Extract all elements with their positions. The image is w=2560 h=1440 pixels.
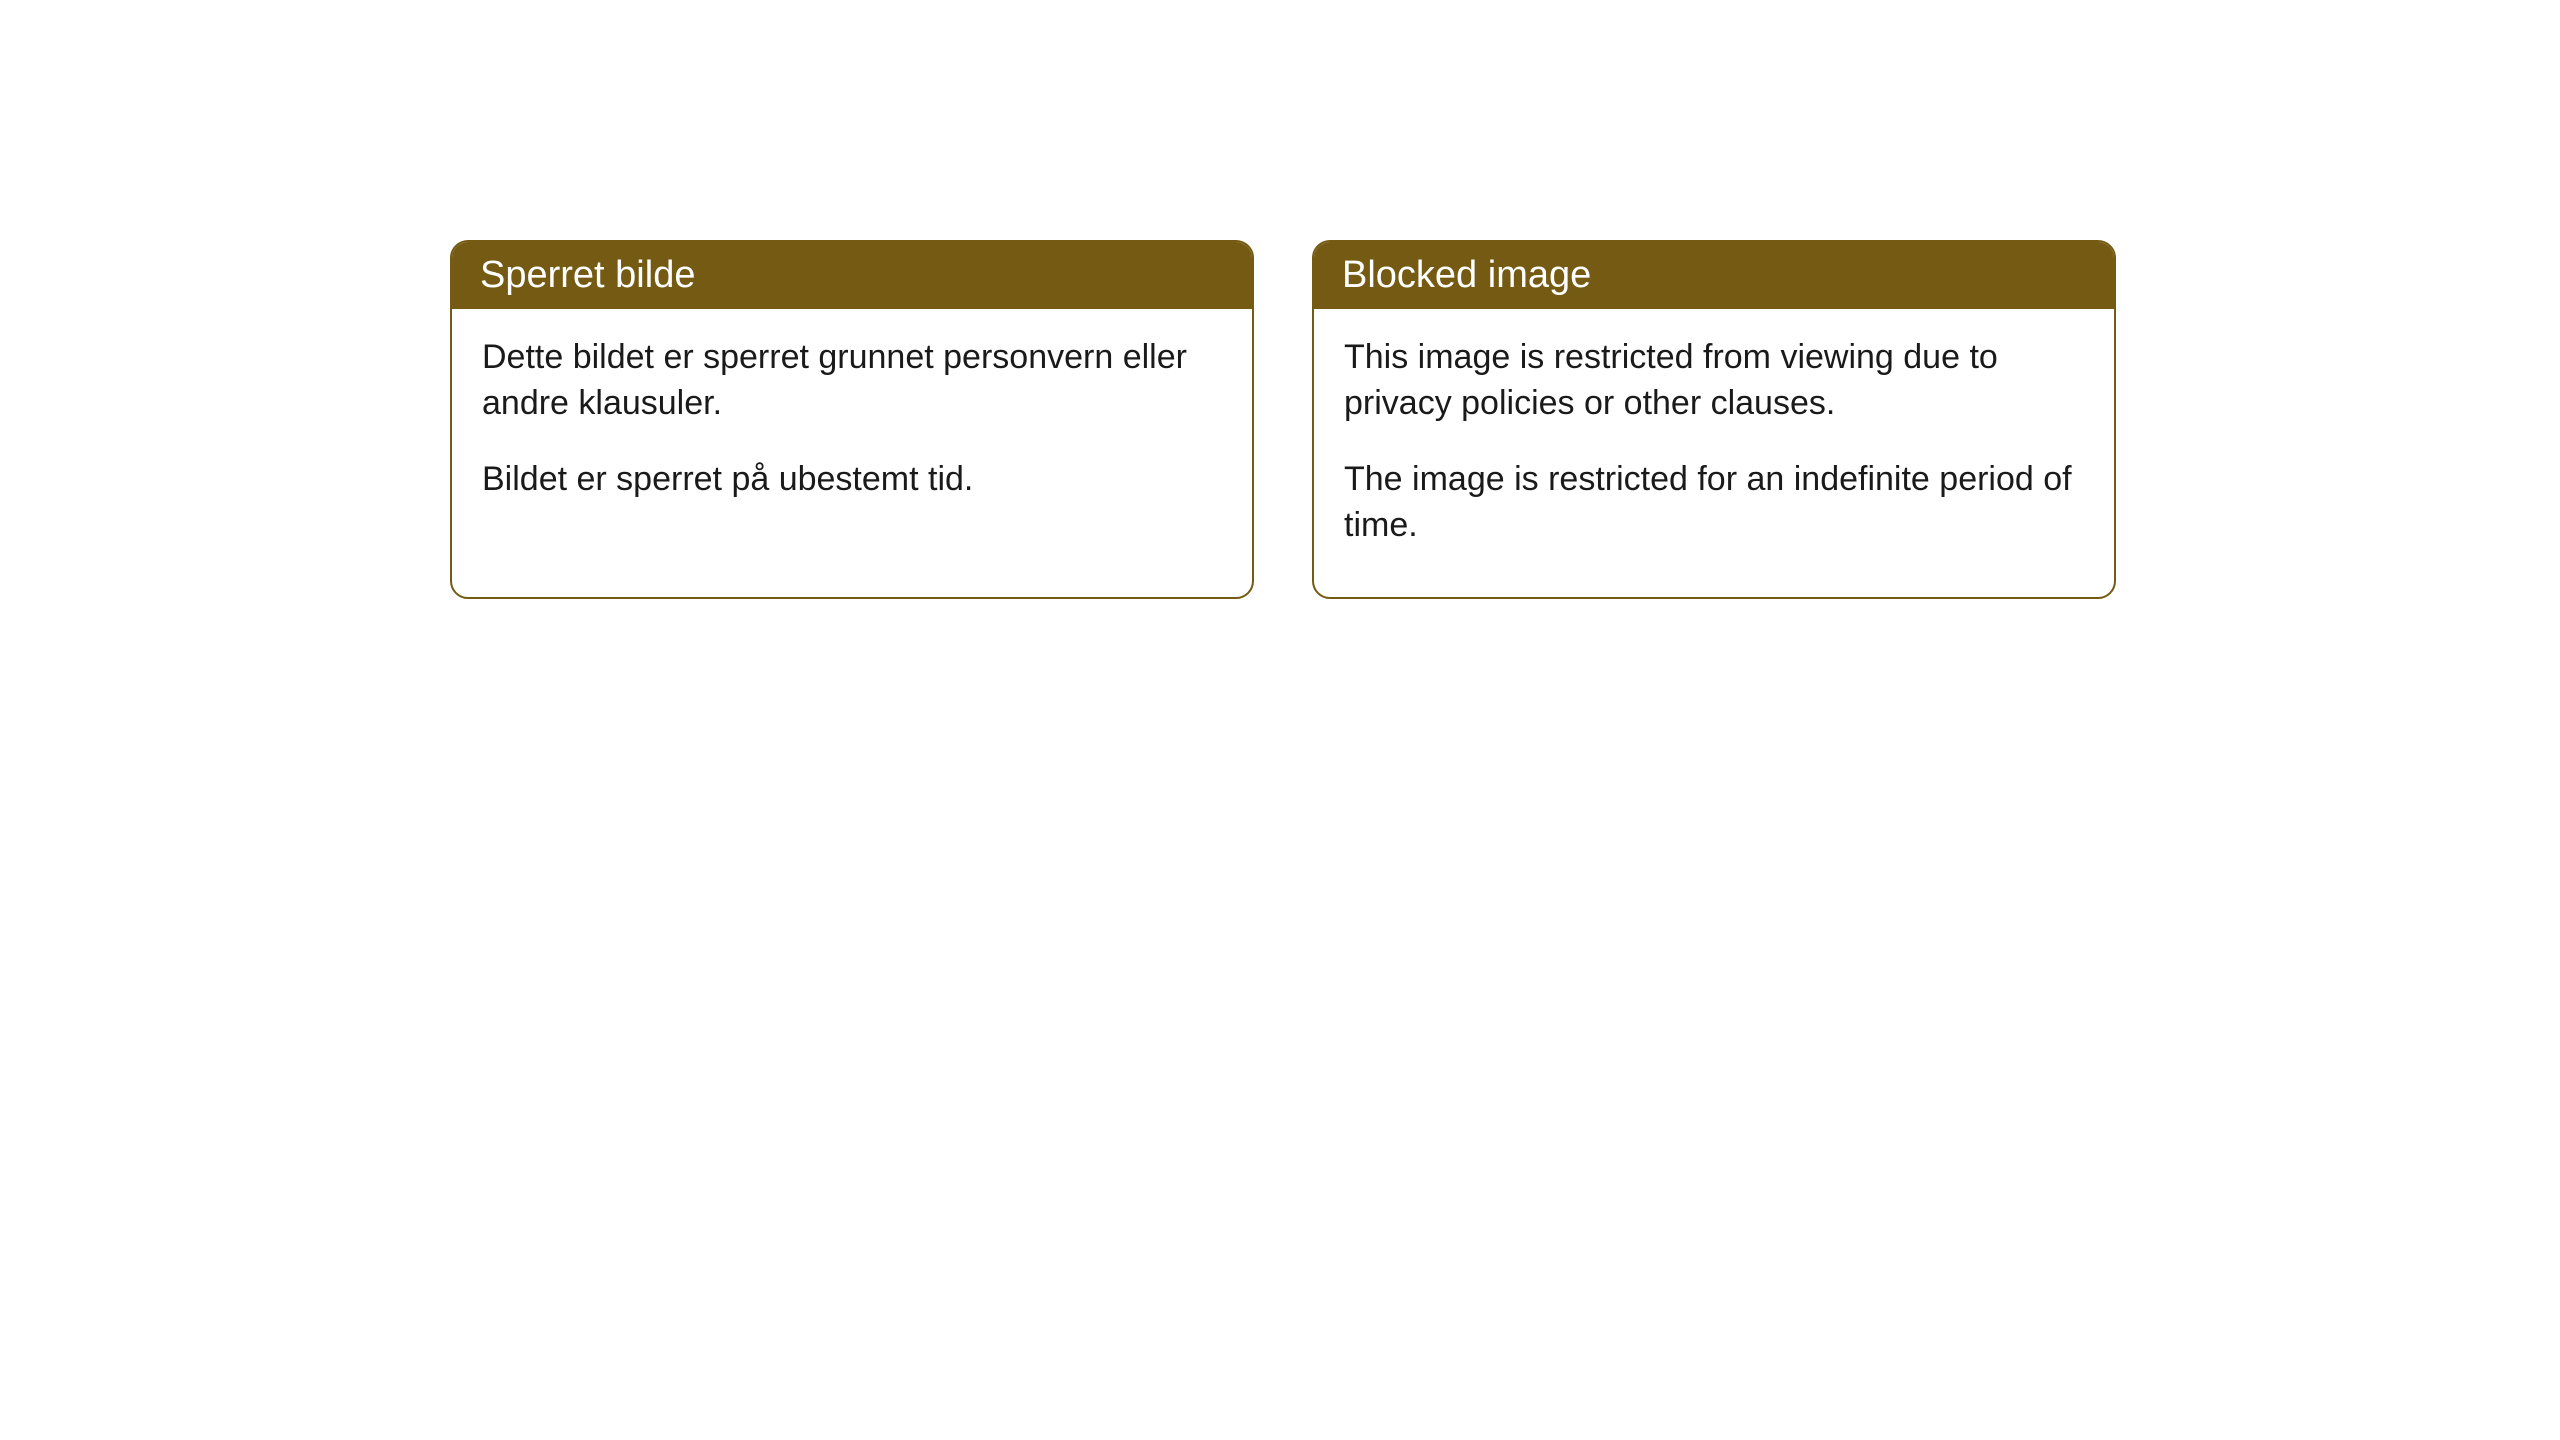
card-header: Sperret bilde [452,242,1252,309]
card-paragraph: The image is restricted for an indefinit… [1344,457,2084,549]
card-body: This image is restricted from viewing du… [1314,309,2114,597]
card-title: Sperret bilde [480,254,695,296]
card-paragraph: This image is restricted from viewing du… [1344,335,2084,427]
notice-card-english: Blocked image This image is restricted f… [1312,240,2116,599]
card-body: Dette bildet er sperret grunnet personve… [452,309,1252,551]
notice-card-norwegian: Sperret bilde Dette bildet er sperret gr… [450,240,1254,599]
card-paragraph: Bildet er sperret på ubestemt tid. [482,457,1222,503]
card-title: Blocked image [1342,254,1591,296]
notice-cards-row: Sperret bilde Dette bildet er sperret gr… [450,240,2116,599]
card-paragraph: Dette bildet er sperret grunnet personve… [482,335,1222,427]
card-header: Blocked image [1314,242,2114,309]
